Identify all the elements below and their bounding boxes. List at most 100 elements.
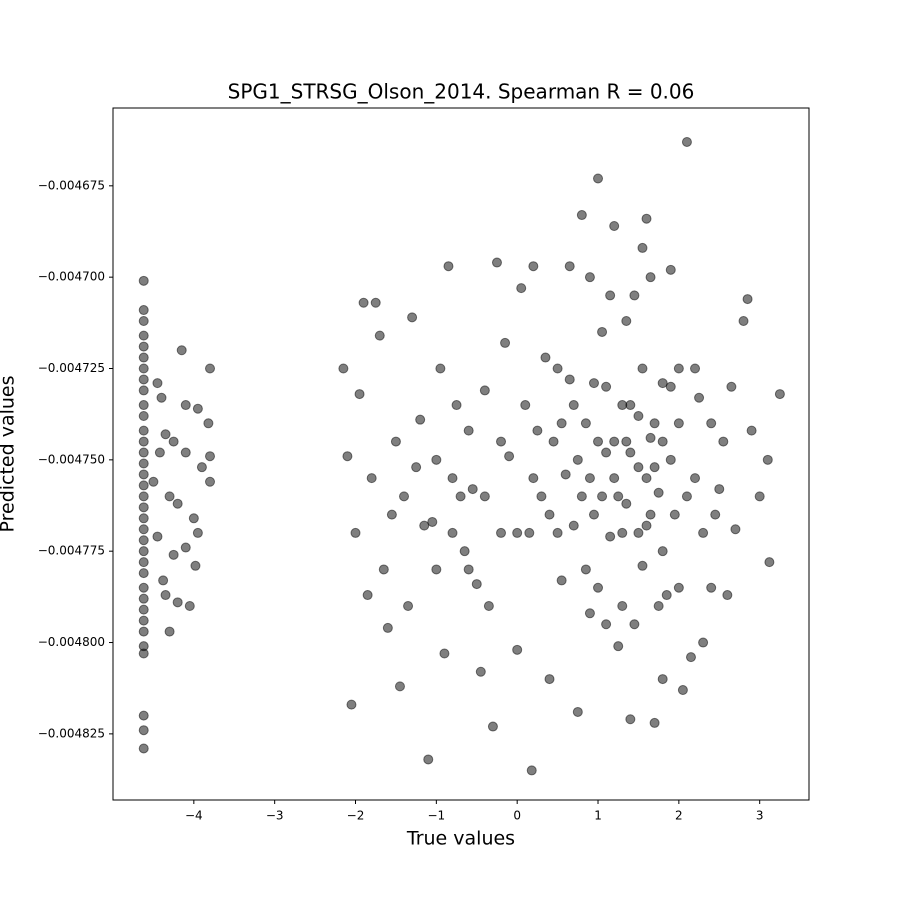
point [512,644,523,655]
point [532,425,543,436]
point [188,513,199,524]
point [190,560,201,571]
point [152,378,163,389]
point [665,381,676,392]
point [168,549,179,560]
y-tick-label: −0.004800 [38,635,105,649]
point [192,527,203,538]
point [694,392,705,403]
point [526,765,537,776]
point [774,389,785,400]
point [593,436,604,447]
point [746,425,757,436]
point [176,345,187,356]
point [431,454,442,465]
point [601,619,612,630]
point [568,520,579,531]
point [138,385,149,396]
point [617,600,628,611]
point [621,436,632,447]
point [138,626,149,637]
point [138,469,149,480]
point [164,491,175,502]
point [584,272,595,283]
point [423,754,434,765]
point [722,590,733,601]
point [138,275,149,286]
point [168,436,179,447]
point [706,582,717,593]
point [754,491,765,502]
point [584,473,595,484]
point [613,491,624,502]
point [346,699,357,710]
x-tick-label: 2 [675,809,683,823]
point [657,436,668,447]
plot-frame [112,107,810,801]
point [196,462,207,473]
point [625,400,636,411]
point [540,352,551,363]
point [415,414,426,425]
point [641,520,652,531]
point [625,447,636,458]
point [629,619,640,630]
point [390,436,401,447]
point [431,564,442,575]
point [524,527,535,538]
point [138,582,149,593]
point [475,666,486,677]
point [407,312,418,323]
point [180,400,191,411]
point [451,400,462,411]
point [138,568,149,579]
point [625,714,636,725]
point [138,352,149,363]
point [564,261,575,272]
point [706,418,717,429]
point [588,378,599,389]
point [447,473,458,484]
point [681,136,692,147]
point [427,516,438,527]
point [403,600,414,611]
point [528,261,539,272]
point [637,560,648,571]
point [544,509,555,520]
point [399,491,410,502]
point [520,400,531,411]
x-tick-label: 1 [594,809,602,823]
point [641,473,652,484]
point [649,717,660,728]
point [156,392,167,403]
point [443,261,454,272]
point [138,535,149,546]
point [138,330,149,341]
point [690,473,701,484]
point [138,374,149,385]
point [148,476,159,487]
point [180,542,191,553]
point [633,411,644,422]
point [564,374,575,385]
point [609,473,620,484]
point [653,600,664,611]
points [138,136,785,776]
point [138,436,149,447]
point [366,473,377,484]
point [637,363,648,374]
point [536,491,547,502]
point [455,491,466,502]
point [158,575,169,586]
point [621,498,632,509]
y-tick-label: −0.004750 [38,452,105,466]
x-axis-label: True values [406,828,515,850]
point [649,418,660,429]
point [730,524,741,535]
point [673,363,684,374]
point [580,564,591,575]
point [152,531,163,542]
point [556,418,567,429]
